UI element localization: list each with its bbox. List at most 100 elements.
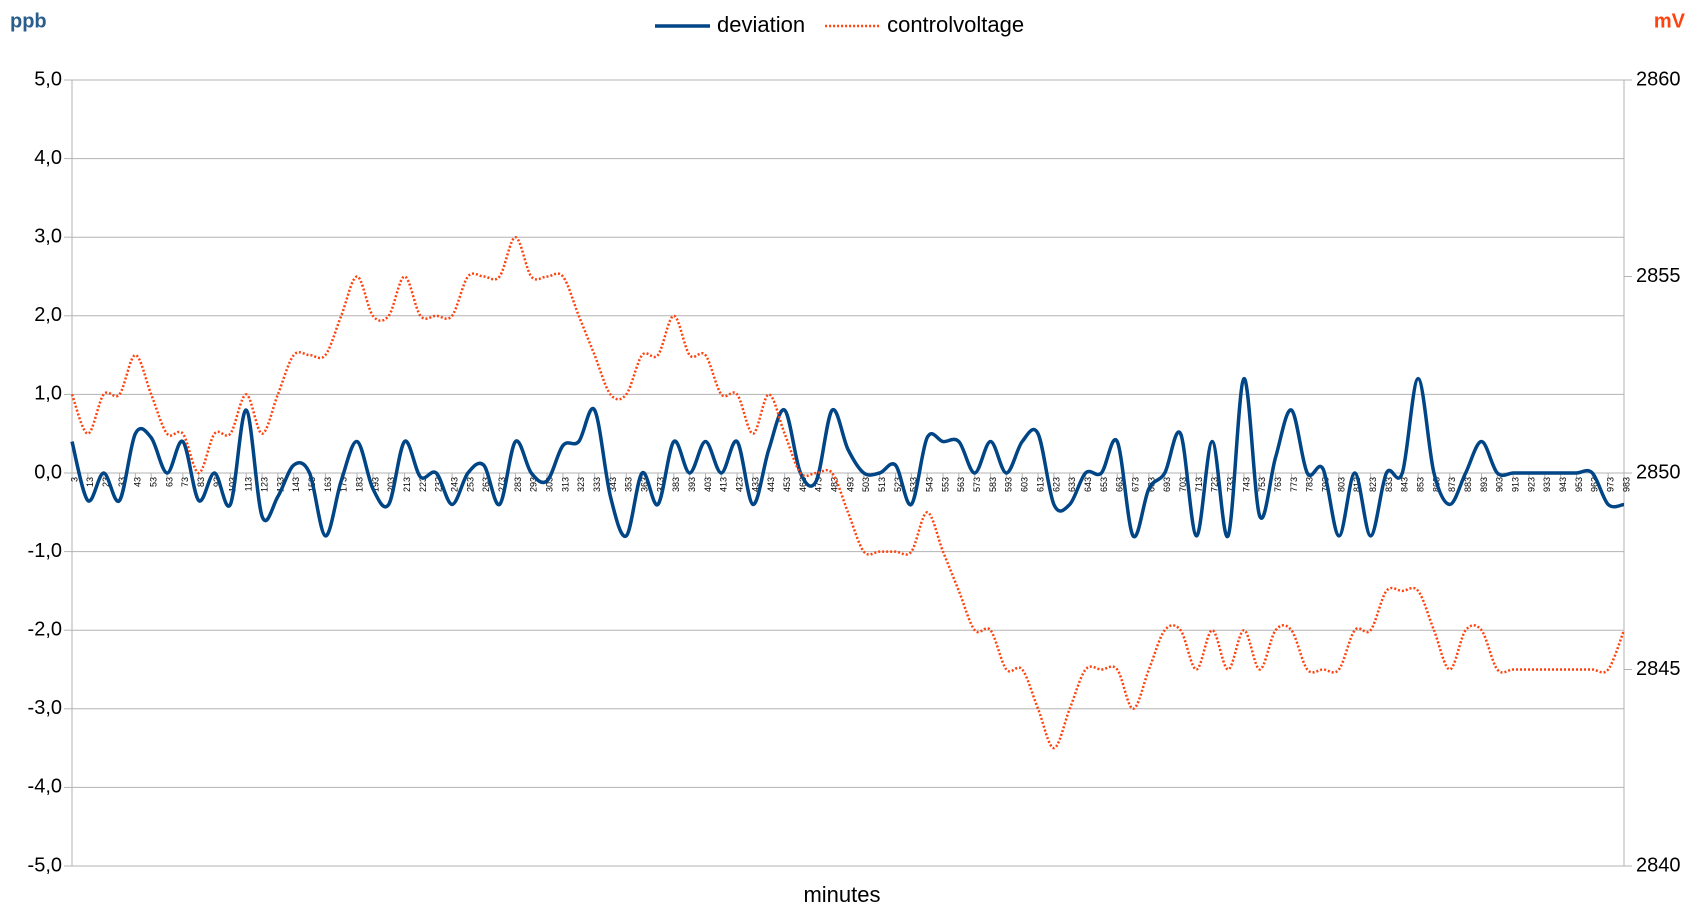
x-tick-label: 233	[434, 477, 444, 492]
x-tick-label: 223	[418, 477, 428, 492]
x-tick-label: 423	[735, 477, 745, 492]
x-tick-label: 503	[861, 477, 871, 492]
x-tick-label: 143	[291, 477, 301, 492]
x-tick-label: 823	[1368, 477, 1378, 492]
series-line	[70, 376, 1625, 539]
x-tick-label: 213	[402, 477, 412, 492]
legend-label: controlvoltage	[887, 12, 1024, 37]
y2-tick-label: 2845	[1636, 658, 1681, 680]
x-tick-label: 483	[830, 477, 840, 492]
x-tick-label: 53	[149, 477, 159, 487]
x-tick-label: 83	[196, 477, 206, 487]
x-tick-label: 473	[814, 477, 824, 492]
x-tick-label: 713	[1194, 477, 1204, 492]
x-tick-label: 813	[1352, 477, 1362, 492]
x-tick-label: 843	[1400, 477, 1410, 492]
x-tick-label: 323	[576, 477, 586, 492]
x-tick-label: 33	[117, 477, 127, 487]
x-tick-label: 43	[133, 477, 143, 487]
x-tick-label: 983	[1621, 477, 1631, 492]
x-tick-label: 903	[1495, 477, 1505, 492]
x-tick-label: 933	[1542, 477, 1552, 492]
x-tick-label: 883	[1463, 477, 1473, 492]
y-tick-label: 0,0	[34, 461, 62, 483]
x-tick-label: 173	[339, 477, 349, 492]
x-tick-label: 13	[85, 477, 95, 487]
x-tick-label: 703	[1178, 477, 1188, 492]
y-tick-label: -4,0	[28, 776, 62, 798]
x-tick-label: 343	[608, 477, 618, 492]
x-tick-label: 973	[1606, 477, 1616, 492]
x-tick-label: 953	[1574, 477, 1584, 492]
x-tick-label: 183	[354, 477, 364, 492]
x-tick-label: 243	[449, 477, 459, 492]
x-tick-label: 693	[1162, 477, 1172, 492]
x-tick-label: 583	[988, 477, 998, 492]
x-tick-label: 553	[940, 477, 950, 492]
x-tick-label: 493	[845, 477, 855, 492]
x-tick-label: 333	[592, 477, 602, 492]
x-tick-label: 633	[1067, 477, 1077, 492]
y-tick-label: 5,0	[34, 68, 62, 90]
x-tick-label: 673	[1130, 477, 1140, 492]
x-tick-label: 433	[750, 477, 760, 492]
x-tick-label: 543	[925, 477, 935, 492]
x-tick-label: 353	[624, 477, 634, 492]
x-tick-label: 443	[766, 477, 776, 492]
series-line	[70, 235, 1626, 750]
x-tick-label: 113	[244, 477, 254, 491]
x-tick-label: 603	[1020, 477, 1030, 492]
x-tick-label: 663	[1115, 477, 1125, 492]
x-tick-label: 593	[1004, 477, 1014, 492]
x-tick-label: 383	[671, 477, 681, 492]
x-tick-label: 893	[1479, 477, 1489, 492]
y-tick-label: 3,0	[34, 225, 62, 247]
x-tick-label: 453	[782, 477, 792, 492]
x-tick-label: 123	[259, 477, 269, 492]
x-tick-label: 263	[481, 477, 491, 492]
y-tick-label: -2,0	[28, 618, 62, 640]
x-tick-label: 413	[719, 477, 729, 492]
x-tick-label: 523	[893, 477, 903, 492]
y2-tick-label: 2860	[1636, 68, 1681, 90]
y2-tick-label: 2840	[1636, 854, 1681, 876]
x-tick-label: 63	[164, 477, 174, 487]
x-tick-label: 833	[1384, 477, 1394, 492]
x-tick-label: 73	[180, 477, 190, 487]
y2-tick-label: 2850	[1636, 461, 1681, 483]
x-tick-label: 393	[687, 477, 697, 492]
x-tick-label: 253	[465, 477, 475, 492]
x-tick-label: 743	[1241, 477, 1251, 492]
y-tick-label: 1,0	[34, 383, 62, 405]
x-axis-title: minutes	[803, 882, 880, 907]
x-tick-label: 783	[1305, 477, 1315, 492]
x-tick-label: 313	[560, 477, 570, 492]
x-tick-label: 913	[1511, 477, 1521, 492]
x-tick-label: 733	[1225, 477, 1235, 492]
x-tick-label: 613	[1035, 477, 1045, 492]
y-axis-title: ppb	[10, 10, 47, 32]
x-tick-label: 533	[909, 477, 919, 492]
x-tick-label: 3	[69, 477, 79, 482]
x-tick-label: 403	[703, 477, 713, 492]
x-tick-label: 133	[275, 477, 285, 492]
x-tick-label: 563	[956, 477, 966, 492]
x-tick-label: 193	[370, 477, 380, 492]
y2-axis-title: mV	[1654, 10, 1686, 32]
y-tick-label: 2,0	[34, 304, 62, 326]
y-tick-label: 4,0	[34, 147, 62, 169]
x-tick-label: 463	[798, 477, 808, 492]
y-tick-label: -3,0	[28, 697, 62, 719]
x-tick-label: 513	[877, 477, 887, 492]
x-tick-label: 303	[544, 477, 554, 492]
x-tick-label: 873	[1447, 477, 1457, 492]
x-tick-label: 623	[1051, 477, 1061, 492]
x-tick-label: 803	[1336, 477, 1346, 492]
x-tick-label: 293	[529, 477, 539, 492]
x-tick-label: 773	[1289, 477, 1299, 492]
x-tick-label: 643	[1083, 477, 1093, 492]
x-tick-label: 23	[101, 477, 111, 487]
x-tick-label: 163	[323, 477, 333, 492]
x-tick-label: 373	[655, 477, 665, 492]
